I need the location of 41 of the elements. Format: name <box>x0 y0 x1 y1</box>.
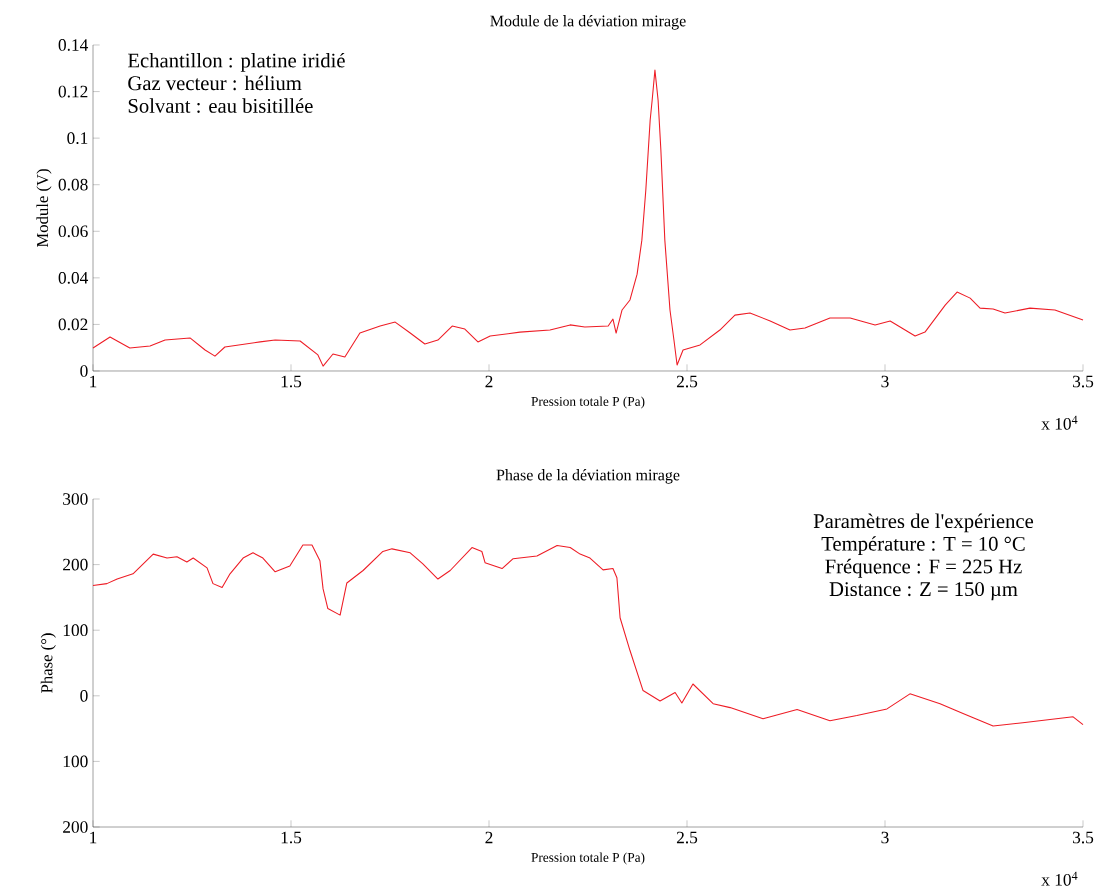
y-tick-label: 0.12 <box>58 85 88 98</box>
y-tick-label: 300 <box>63 493 88 505</box>
chart-title: Module de la déviation mirage <box>490 15 686 30</box>
y-tick-label: 0.14 <box>58 39 89 51</box>
y-tick-label: 0.08 <box>58 178 88 191</box>
x-tick-label: 3 <box>881 831 889 844</box>
y-tick-label: 100 <box>63 624 88 637</box>
annotation: Distance : Z = 150 µm <box>829 582 1018 601</box>
text: x 10$^{4}$ <box>1041 415 1078 430</box>
annotation: Solvant : eau bisitillée <box>128 98 313 113</box>
x-tick-label: 2 <box>485 375 493 388</box>
x-tick-label: 1.5 <box>281 831 302 844</box>
x-tick-label: 2.5 <box>676 375 698 388</box>
y-tick-label: 0.04 <box>58 271 89 284</box>
annotation: Température : T = 10 °C <box>821 536 1025 555</box>
y-tick-label: 200 <box>63 558 88 571</box>
x-tick-label: 1.5 <box>281 375 302 388</box>
x-tick-label: 1 <box>90 375 97 388</box>
y-tick-label: 0.02 <box>58 318 88 331</box>
annotation: Fréquence : F = 225 Hz <box>825 558 1022 578</box>
x-tick-label: 2.5 <box>676 831 698 844</box>
chart-title: Phase de la déviation mirage <box>496 469 680 484</box>
text: x 10$^{4}$ <box>1041 871 1078 886</box>
x-axis-title: Pression totale P (Pa) <box>531 852 645 865</box>
x-tick-label: 3.5 <box>1073 831 1094 844</box>
y-tick-label: 200 <box>63 821 88 833</box>
x-tick-label: 3 <box>881 375 889 388</box>
y-tick-label: 0 <box>80 365 88 377</box>
x-tick-label: 3.5 <box>1073 375 1094 388</box>
x-axis-title: Pression totale P (Pa) <box>531 396 645 409</box>
x-tick-label: 2 <box>485 831 493 844</box>
y-tick-label: 0.1 <box>67 132 88 144</box>
annotation: Gaz vecteur : hélium <box>128 75 302 91</box>
y-tick-label: 100 <box>63 755 88 768</box>
annotation: Paramètres de l'expérience <box>813 513 1034 533</box>
x-tick-label: 1 <box>90 831 97 844</box>
y-tick-label: 0 <box>80 689 88 702</box>
y-tick-label: 0.06 <box>58 225 88 238</box>
y-axis-title: Phase (°) <box>40 633 56 693</box>
y-axis-title: Module (V) <box>36 169 52 248</box>
annotation: Echantillon : platine iridié <box>128 52 345 72</box>
